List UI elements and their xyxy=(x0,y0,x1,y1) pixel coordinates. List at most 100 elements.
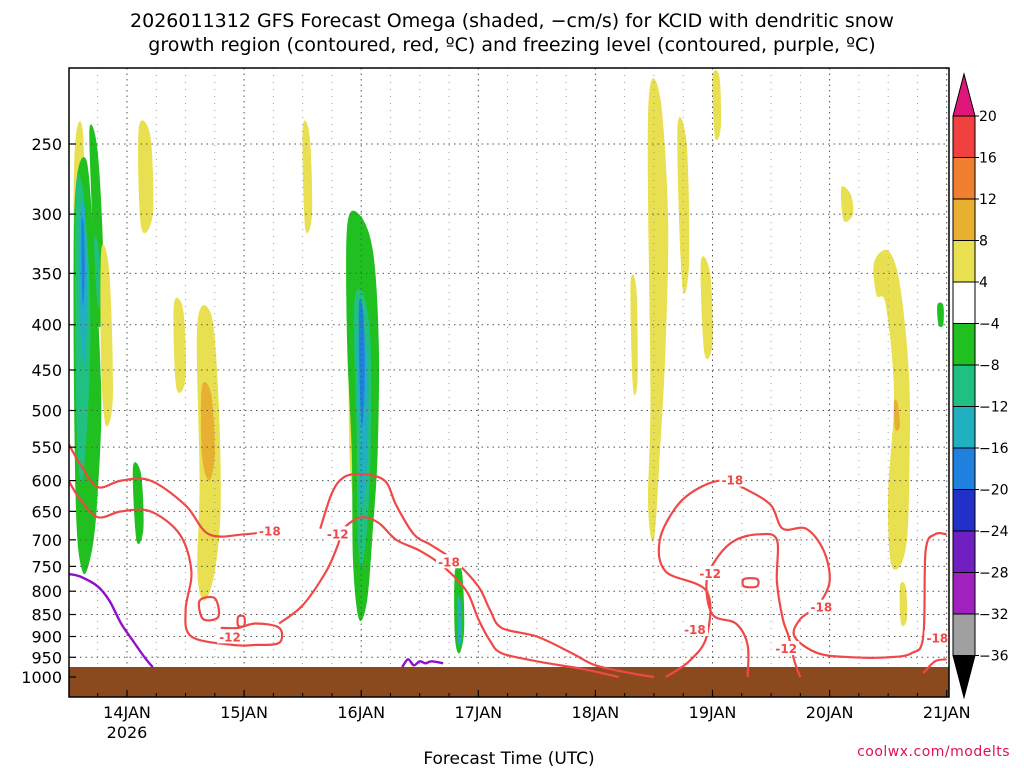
colorbar-swatch xyxy=(952,364,976,407)
x-tick-sublabel: 2026 xyxy=(107,723,148,742)
ground-terrain xyxy=(69,667,949,697)
x-axis-label: Forecast Time (UTC) xyxy=(423,749,594,768)
y-tick-label: 300 xyxy=(31,205,62,224)
credit-text: coolwx.com/modelts xyxy=(857,744,1010,760)
y-tick-label: 700 xyxy=(31,531,62,550)
contour-label-bg xyxy=(217,629,244,644)
x-tick-label: 19JAN xyxy=(689,703,737,722)
y-tick-label: 650 xyxy=(31,502,62,521)
contour-label-bg xyxy=(697,566,724,581)
omega-region-26 xyxy=(840,186,854,222)
dgz-contour-7 xyxy=(705,532,802,678)
y-tick-label: 900 xyxy=(31,627,62,646)
contour-label: -18 xyxy=(438,555,460,569)
y-tick-label: 800 xyxy=(31,582,62,601)
colorbar-swatch xyxy=(952,281,976,324)
grid-layer xyxy=(69,68,949,697)
omega-region-12 xyxy=(200,381,215,481)
x-tick-label: 16JAN xyxy=(337,703,385,722)
colorbar-swatch xyxy=(952,530,976,573)
omega-region-25 xyxy=(712,70,722,141)
omega-region-5 xyxy=(89,124,104,328)
contour-label-bg xyxy=(324,526,351,541)
dgz-contour-9 xyxy=(922,658,947,674)
colorbar-label: −32 xyxy=(979,607,1009,623)
omega-shading-layer xyxy=(73,70,944,654)
contour-label: -12 xyxy=(699,567,721,581)
y-tick-label: 350 xyxy=(31,264,62,283)
contour-label-bg xyxy=(808,599,835,614)
colorbar-label: −12 xyxy=(979,400,1009,416)
dgz-contour-8 xyxy=(741,577,760,589)
contour-label: -12 xyxy=(775,642,797,656)
colorbar-label: 8 xyxy=(979,234,988,250)
colorbar-label: −28 xyxy=(979,566,1009,582)
chart-title-line-2: growth region (contoured, red, ºC) and f… xyxy=(148,34,875,56)
contour-label: -12 xyxy=(327,527,349,541)
contour-label: -18 xyxy=(259,525,281,539)
colorbar-label: −36 xyxy=(979,649,1009,665)
colorbar-label: 12 xyxy=(979,192,997,208)
y-tick-label: 950 xyxy=(31,648,62,667)
contour-label-bg xyxy=(773,641,800,656)
omega-region-13 xyxy=(302,120,313,234)
omega-region-10 xyxy=(173,297,186,393)
colorbar-swatch xyxy=(952,613,976,656)
colorbar-swatch xyxy=(952,240,976,283)
y-tick-label: 850 xyxy=(31,606,62,625)
contour-label-layer: -18 -12 -12 -18 -18 -12 -18 -12 -18 -18 xyxy=(217,472,951,656)
omega-region-23 xyxy=(677,117,690,294)
colorbar-label: −4 xyxy=(979,317,1000,333)
contour-label: -18 xyxy=(722,474,744,488)
dgz-contour-1 xyxy=(69,480,284,647)
omega-region-20 xyxy=(457,595,463,648)
dgz-contour-4 xyxy=(278,515,620,679)
dgz-contour-0 xyxy=(69,443,268,538)
omega-region-4 xyxy=(81,217,85,307)
omega-region-18 xyxy=(358,298,365,426)
y-tick-label: 750 xyxy=(31,557,62,576)
y-axis: 250 300 350 400 450 500 550 600 650 700 750 800 850 9… xyxy=(21,135,76,687)
contour-label-bg xyxy=(681,622,708,637)
omega-region-29 xyxy=(937,302,944,328)
contour-label: -18 xyxy=(811,601,833,615)
omega-region-8 xyxy=(132,462,144,545)
omega-region-21 xyxy=(630,274,638,396)
freezing-level-contour-0 xyxy=(69,572,154,669)
colorbar-label: 4 xyxy=(979,275,988,291)
y-tick-label: 500 xyxy=(31,402,62,421)
y-tick-label: 400 xyxy=(31,316,62,335)
dgz-contour-6 xyxy=(657,479,947,678)
chart-title-line-1: 2026011312 GFS Forecast Omega (shaded, −… xyxy=(130,10,894,32)
x-tick-label: 14JAN xyxy=(103,703,151,722)
colorbar-label: 16 xyxy=(979,151,997,167)
colorbar-swatch xyxy=(952,198,976,241)
contour-label-bg xyxy=(436,554,463,569)
colorbar-label: −8 xyxy=(979,358,1000,374)
x-tick-label: 17JAN xyxy=(454,703,502,722)
colorbar-bottom-arrow xyxy=(952,655,976,700)
omega-region-28 xyxy=(893,399,900,432)
freezing-level-contour-1 xyxy=(401,658,444,668)
contour-label-bg xyxy=(719,472,746,487)
colorbar-label: −20 xyxy=(979,483,1009,499)
colorbar-swatch xyxy=(952,157,976,200)
contour-label-bg xyxy=(924,630,951,645)
contour-label: -12 xyxy=(219,630,241,644)
contour-label-bg xyxy=(256,523,283,538)
contour-label: -18 xyxy=(926,632,948,646)
omega-region-27 xyxy=(873,249,911,570)
colorbar-swatch xyxy=(952,572,976,615)
omega-region-9 xyxy=(138,120,154,234)
y-tick-label: 550 xyxy=(31,438,62,457)
omega-region-6 xyxy=(94,236,101,309)
y-tick-label: 1000 xyxy=(21,668,62,687)
plot-frame xyxy=(68,67,950,698)
y-tick-label: 600 xyxy=(31,472,62,491)
omega-region-30 xyxy=(899,582,908,627)
omega-region-22 xyxy=(647,78,669,542)
x-tick-label: 21JAN xyxy=(923,703,971,722)
colorbar-label: −24 xyxy=(979,524,1009,540)
